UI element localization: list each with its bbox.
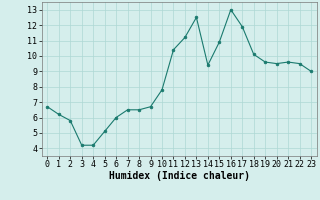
X-axis label: Humidex (Indice chaleur): Humidex (Indice chaleur) xyxy=(109,171,250,181)
